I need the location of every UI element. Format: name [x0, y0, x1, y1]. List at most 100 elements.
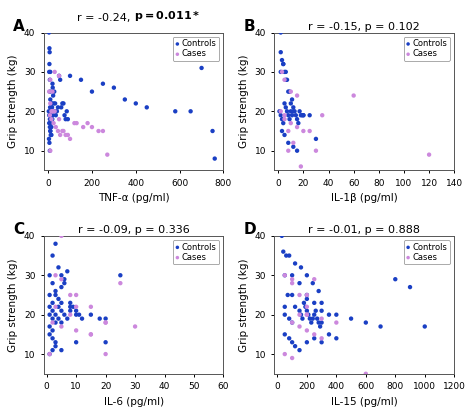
Controls: [172, 108, 179, 115]
Cases: [58, 323, 65, 330]
Cases: [59, 128, 66, 134]
Controls: [293, 147, 301, 154]
Cases: [87, 331, 95, 338]
Cases: [52, 303, 59, 310]
Controls: [49, 112, 56, 119]
Controls: [284, 139, 292, 146]
Cases: [303, 303, 310, 310]
Controls: [286, 88, 293, 95]
Y-axis label: Grip strength (kg): Grip strength (kg): [9, 55, 18, 148]
Controls: [52, 292, 59, 298]
Controls: [292, 303, 299, 310]
Controls: [55, 303, 62, 310]
Controls: [46, 128, 54, 134]
Legend: Controls, Cases: Controls, Cases: [403, 37, 450, 61]
Controls: [47, 104, 55, 111]
Controls: [55, 73, 63, 79]
Controls: [282, 68, 290, 75]
Controls: [288, 292, 296, 298]
Controls: [45, 29, 53, 36]
Controls: [46, 311, 54, 318]
Controls: [281, 68, 288, 75]
Controls: [290, 104, 297, 111]
Controls: [285, 252, 293, 259]
Text: D: D: [244, 222, 256, 237]
Cases: [277, 108, 284, 115]
Controls: [78, 315, 86, 322]
Controls: [281, 100, 288, 107]
Controls: [66, 300, 74, 306]
Controls: [49, 92, 57, 99]
Controls: [293, 116, 301, 122]
Controls: [110, 84, 118, 91]
Controls: [46, 272, 54, 278]
Controls: [284, 88, 292, 95]
Controls: [187, 108, 194, 115]
Controls: [406, 284, 414, 290]
Controls: [296, 280, 303, 286]
Controls: [198, 65, 205, 71]
Controls: [325, 331, 333, 338]
Controls: [132, 100, 140, 107]
Y-axis label: Grip strength (kg): Grip strength (kg): [239, 258, 249, 352]
Controls: [46, 128, 54, 134]
Cases: [312, 147, 320, 154]
Controls: [45, 136, 53, 142]
Cases: [290, 139, 297, 146]
Controls: [278, 128, 286, 134]
Controls: [121, 96, 128, 103]
Controls: [61, 280, 68, 286]
Cases: [95, 128, 102, 134]
Cases: [49, 88, 56, 95]
Controls: [46, 147, 54, 154]
Cases: [117, 280, 124, 286]
Cases: [71, 120, 78, 127]
Cases: [293, 124, 301, 130]
Controls: [300, 112, 307, 119]
Controls: [310, 300, 318, 306]
Controls: [61, 112, 68, 119]
Controls: [278, 57, 286, 63]
Cases: [288, 276, 296, 283]
Cases: [287, 120, 294, 127]
Cases: [310, 276, 318, 283]
Cases: [60, 128, 67, 134]
Controls: [46, 120, 54, 127]
Title: r = -0.15, p = 0.102: r = -0.15, p = 0.102: [309, 22, 420, 32]
Cases: [318, 315, 325, 322]
Cases: [278, 68, 286, 75]
Controls: [49, 327, 56, 334]
Controls: [77, 76, 85, 83]
Cases: [46, 147, 54, 154]
Legend: Controls, Cases: Controls, Cases: [403, 240, 450, 264]
Controls: [88, 88, 96, 95]
Controls: [46, 292, 54, 298]
Controls: [49, 252, 56, 259]
Title: r = -0.09, p = 0.336: r = -0.09, p = 0.336: [78, 225, 190, 235]
X-axis label: TNF-α (pg/ml): TNF-α (pg/ml): [98, 193, 169, 203]
Cases: [73, 303, 80, 310]
Controls: [46, 116, 54, 122]
Controls: [296, 308, 303, 314]
Controls: [52, 339, 59, 346]
Controls: [296, 108, 303, 115]
Controls: [64, 268, 71, 275]
Cases: [296, 292, 303, 298]
Controls: [49, 88, 57, 95]
Cases: [281, 272, 289, 278]
Controls: [64, 315, 71, 322]
Cases: [303, 292, 310, 298]
Cases: [58, 232, 65, 239]
Controls: [288, 112, 296, 119]
Controls: [313, 315, 321, 322]
Cases: [62, 132, 69, 138]
Controls: [47, 132, 55, 138]
Controls: [69, 303, 77, 310]
Controls: [288, 96, 296, 103]
Controls: [49, 308, 56, 314]
Y-axis label: Grip strength (kg): Grip strength (kg): [239, 55, 249, 148]
Cases: [300, 128, 307, 134]
Controls: [52, 343, 59, 349]
Controls: [392, 276, 399, 283]
Cases: [350, 92, 357, 99]
